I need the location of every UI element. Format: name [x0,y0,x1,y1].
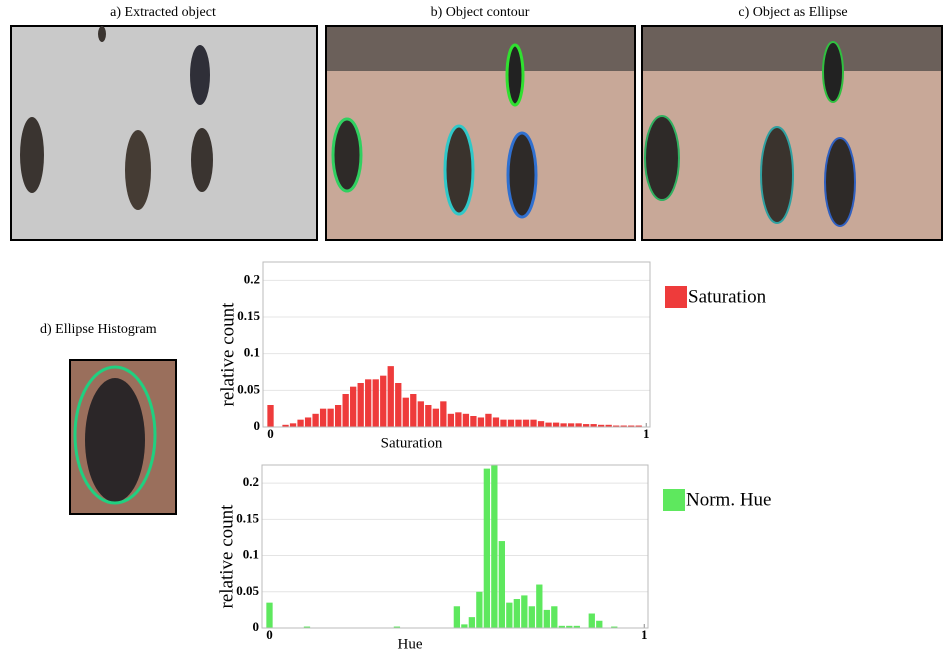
y-tick-label: 0.15 [236,510,259,525]
bar [454,606,460,628]
bar [335,405,341,427]
bar [343,394,349,427]
panel-caption: c) Object as Ellipse [738,5,847,20]
y-tick-label: 0.2 [243,474,259,489]
x-tick-label: 0 [267,426,274,441]
panel-caption: b) Object contour [431,5,530,20]
bar [380,376,386,427]
bar [365,379,371,427]
bar [596,621,602,628]
bar [553,423,559,427]
legend-label: Saturation [688,286,767,307]
photo-contour [326,26,635,240]
bar [410,394,416,427]
x-axis-label: Saturation [381,435,443,451]
photo-ellipse-detail [70,360,176,514]
bar [491,465,497,628]
bar [476,592,482,628]
bar [469,617,475,628]
x-tick-label: 1 [641,627,648,642]
bar [568,423,574,427]
bar [485,414,491,427]
photo-extracted [11,26,317,240]
bar [493,417,499,427]
bar [440,401,446,427]
y-tick-label: 0.1 [244,345,260,360]
bar [499,541,505,628]
bar [425,405,431,427]
photo-ellipse [642,26,942,240]
bar [523,420,529,427]
x-tick-label: 0 [266,627,273,642]
bar [470,416,476,427]
bar [508,420,514,427]
y-axis-label: relative count [217,302,238,407]
bar [403,398,409,427]
y-tick-label: 0.2 [244,271,260,286]
legend-label: Norm. Hue [686,489,771,510]
bar [514,599,520,628]
bar [500,420,506,427]
bar [484,469,490,628]
y-tick-label: 0.05 [236,583,259,598]
plot-frame [263,262,650,427]
y-tick-label: 0 [253,619,260,634]
panel-caption: d) Ellipse Histogram [40,322,157,337]
bar [455,412,461,427]
x-tick-label: 1 [643,426,650,441]
bar [373,379,379,427]
bar [529,606,535,628]
bar [536,585,542,628]
x-axis-label: Hue [398,636,423,652]
bar [530,420,536,427]
y-tick-label: 0.1 [243,547,259,562]
bar [544,610,550,628]
bar [305,417,311,427]
bar [290,423,296,427]
plot-frame [262,465,648,628]
bar [448,414,454,427]
panel-caption: a) Extracted object [110,5,216,20]
bar [545,423,551,427]
bar [266,603,272,628]
bar [312,414,318,427]
bar [320,409,326,427]
y-tick-label: 0.05 [237,381,260,396]
bar [515,420,521,427]
bar [506,603,512,628]
bar [267,405,273,427]
bar [551,606,557,628]
bar [538,421,544,427]
figure: a) Extracted object b) Object contour c)… [0,0,943,657]
bar [418,401,424,427]
legend-swatch [663,489,685,511]
bar [388,366,394,427]
bar [327,409,333,427]
bar [297,420,303,427]
bar [461,624,467,628]
bar [478,417,484,427]
bar [350,387,356,427]
bar [589,614,595,628]
legend-swatch [665,286,687,308]
y-axis-label: relative count [216,504,237,609]
bar [575,423,581,427]
y-tick-label: 0 [254,418,261,433]
bar [358,383,364,427]
bar [521,595,527,628]
bar [395,383,401,427]
y-tick-label: 0.15 [237,308,260,323]
bar [433,409,439,427]
bar [560,423,566,427]
bar [463,414,469,427]
